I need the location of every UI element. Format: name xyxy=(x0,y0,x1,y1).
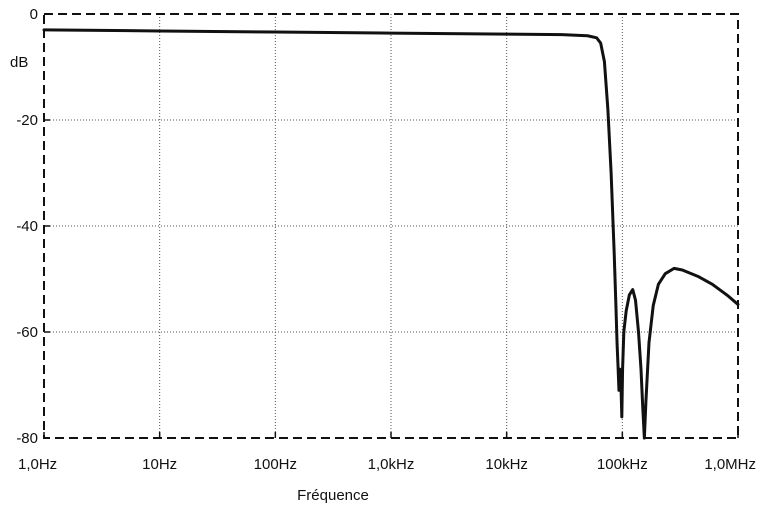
x-axis-label: Fréquence xyxy=(297,487,369,504)
x-tick-label: 1,0Hz xyxy=(18,456,57,473)
grid-lines xyxy=(44,14,738,438)
series-group xyxy=(42,28,740,440)
x-tick-label: 100Hz xyxy=(254,456,297,473)
y-tick-label: 0 xyxy=(30,6,38,23)
y-tick-label: -60 xyxy=(16,324,38,341)
x-tick-label: 10kHz xyxy=(485,456,528,473)
series-line xyxy=(42,28,740,440)
y-tick-label: -80 xyxy=(16,430,38,447)
tick-marks xyxy=(43,13,739,439)
x-tick-labels: 1,0Hz 10Hz 100Hz 1,0kHz 10kHz 100kHz 1,0MHz xyxy=(18,456,756,473)
y-tick-labels: 0 -20 -40 -60 -80 xyxy=(16,6,38,447)
x-tick-label: 1,0MHz xyxy=(704,456,756,473)
x-tick-label: 1,0kHz xyxy=(368,456,415,473)
y-tick-label: -20 xyxy=(16,112,38,129)
x-tick-label: 10Hz xyxy=(142,456,177,473)
y-tick-label: -40 xyxy=(16,218,38,235)
x-tick-label: 100kHz xyxy=(597,456,648,473)
y-axis-label: dB xyxy=(10,54,28,71)
